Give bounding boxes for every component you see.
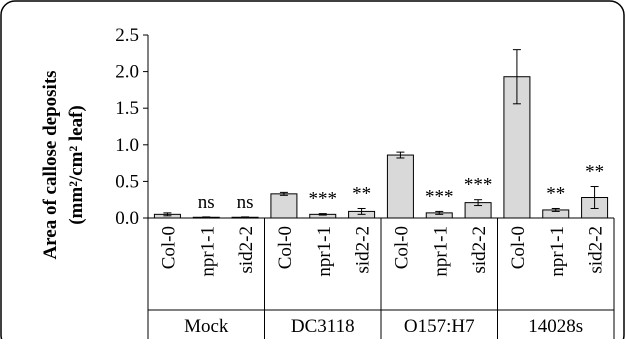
significance-label: ** bbox=[546, 183, 565, 204]
bar bbox=[386, 154, 414, 219]
significance-label: ** bbox=[352, 183, 371, 204]
y-tick-label: 1.0 bbox=[115, 135, 139, 156]
x-category-label: npr1-1 bbox=[197, 226, 218, 277]
significance-label: *** bbox=[309, 189, 338, 210]
group-label: DC3118 bbox=[291, 316, 355, 337]
bar bbox=[270, 193, 298, 219]
y-axis-title-line1: Area of callose deposits bbox=[40, 70, 61, 259]
x-category-label: sid2-2 bbox=[353, 226, 374, 274]
x-category-label: Col-0 bbox=[158, 226, 179, 269]
x-category-label: sid2-2 bbox=[586, 226, 607, 274]
x-category-label: npr1-1 bbox=[430, 226, 451, 277]
group-label: 14028s bbox=[528, 316, 583, 337]
y-axis-title: Area of callose deposits (mm²/cm² leaf) bbox=[40, 70, 87, 259]
x-category-label: Col-0 bbox=[508, 226, 529, 269]
y-tick-label: 2.0 bbox=[115, 62, 139, 83]
group-label: Mock bbox=[184, 316, 229, 337]
significance-label: *** bbox=[425, 186, 454, 207]
x-category-label: npr1-1 bbox=[547, 226, 568, 277]
x-category-label: sid2-2 bbox=[469, 226, 490, 274]
significance-label: ns bbox=[237, 192, 254, 213]
y-axis-title-line2: (mm²/cm² leaf) bbox=[66, 105, 87, 225]
plot-area: 0.0 0.5 1.0 1.5 2.0 2.5 Col-0 ns npr1-1 ns sid2-2 C… bbox=[115, 25, 615, 339]
x-category-label: Col-0 bbox=[275, 226, 296, 269]
x-category-label: sid2-2 bbox=[236, 226, 257, 274]
significance-label: ns bbox=[198, 192, 215, 213]
significance-label: ** bbox=[585, 162, 604, 183]
y-tick-label: 1.5 bbox=[115, 98, 139, 119]
y-tick-label: 2.5 bbox=[115, 25, 139, 46]
group-label: O157:H7 bbox=[404, 316, 475, 337]
y-tick-label: 0.5 bbox=[115, 171, 139, 192]
x-category-label: Col-0 bbox=[391, 226, 412, 269]
significance-label: *** bbox=[464, 175, 493, 196]
y-tick-label: 0.0 bbox=[115, 208, 139, 229]
x-category-label: npr1-1 bbox=[314, 226, 335, 277]
